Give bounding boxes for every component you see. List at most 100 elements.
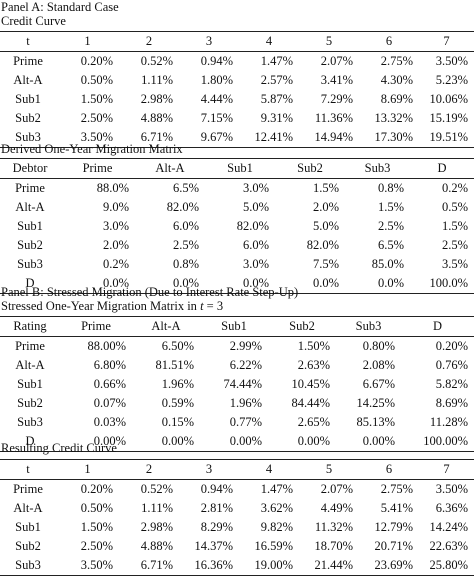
table-cell: 2.75%	[380, 482, 413, 496]
table-row: Sub3 0.03% 0.15% 0.77% 2.65% 85.13% 11.28%	[0, 413, 474, 432]
table-cell: 1.47%	[260, 482, 293, 496]
table-cell: 4.30%	[380, 73, 413, 87]
row-label: Alt-A	[13, 73, 43, 87]
table-cell: 5.41%	[380, 501, 413, 515]
table-cell: 5.0%	[242, 200, 269, 214]
table-cell: 4.49%	[320, 501, 353, 515]
table-cell: 6.71%	[119, 556, 179, 576]
row-label: Sub2	[17, 396, 43, 410]
column-header: 6	[359, 31, 419, 52]
table-cell: 3.50%	[56, 556, 119, 576]
table-cell: 0.8%	[172, 257, 199, 271]
row-label: Sub3	[17, 257, 43, 271]
table-cell: 2.08%	[362, 358, 395, 372]
row-label: D	[0, 274, 60, 294]
table-cell: 3.50%	[56, 128, 119, 148]
table-cell: 8.69%	[435, 396, 468, 410]
table-cell: 7.29%	[320, 92, 353, 106]
table-cell: 0.5%	[441, 200, 468, 214]
table-cell: 6.50%	[161, 339, 194, 353]
table-cell: 4.88%	[140, 111, 173, 125]
column-header: 2	[119, 459, 179, 480]
row-label: Sub3	[0, 128, 56, 148]
credit-curve-table: t 1 2 3 4 5 6 7 Prime 0.20% 0.52% 0.94% 1.47% 2.07% 2.…	[0, 31, 474, 148]
table-row: Alt-A 0.50% 1.11% 2.81% 3.62% 4.49% 5.41% 6.36%	[0, 499, 474, 518]
row-label: Sub3	[17, 415, 43, 429]
table-cell: 1.5%	[377, 200, 404, 214]
table-cell: 11.28%	[429, 415, 468, 429]
stressed-matrix-table: Rating Prime Alt-A Sub1 Sub2 Sub3 D Prime 88.00%…	[0, 316, 474, 452]
table-row: Sub1 1.50% 2.98% 4.44% 5.87% 7.29% 8.69% 10.06%	[0, 90, 474, 109]
panel-b-subheading: Stressed One-Year Migration Matrix in t …	[1, 299, 223, 313]
table-cell: 10.06%	[429, 92, 468, 106]
table-row: Sub1 3.0% 6.0% 82.0% 5.0% 2.5% 1.5%	[0, 217, 474, 236]
table-row: Prime 88.00% 6.50% 2.99% 1.50% 0.80% 0.20%	[0, 337, 474, 357]
column-header: 1	[56, 31, 119, 52]
table-cell: 2.07%	[320, 54, 353, 68]
column-header: Sub3	[345, 158, 410, 179]
table-cell: 6.80%	[93, 358, 126, 372]
table-cell: 3.0%	[242, 257, 269, 271]
table-cell: 3.41%	[320, 73, 353, 87]
row-header-label: Rating	[0, 316, 60, 337]
table-cell: 1.11%	[141, 501, 173, 515]
table-cell: 1.50%	[80, 92, 113, 106]
row-label: Prime	[13, 482, 43, 496]
table-cell: 82.0%	[166, 200, 199, 214]
column-header: 6	[359, 459, 419, 480]
table-cell: 0.00%	[132, 432, 200, 452]
row-header-label: Debtor	[0, 158, 60, 179]
table-cell: 14.25%	[356, 396, 395, 410]
table-cell: 19.51%	[419, 128, 474, 148]
table-cell: 10.45%	[291, 377, 330, 391]
table-cell: 0.76%	[435, 358, 468, 372]
table-cell: 5.0%	[312, 219, 339, 233]
table-cell: 21.44%	[299, 556, 359, 576]
panel-a-heading: Panel A: Standard Case	[1, 0, 119, 14]
panel-b-subheading-var: t	[200, 299, 204, 313]
table-cell: 2.50%	[80, 539, 113, 553]
table-cell: 6.67%	[362, 377, 395, 391]
table-cell: 15.19%	[429, 111, 468, 125]
table-cell: 9.0%	[102, 200, 129, 214]
table-cell: 0.80%	[362, 339, 395, 353]
panel-a-subheading: Credit Curve	[1, 14, 66, 28]
table-cell: 0.15%	[161, 415, 194, 429]
table-cell: 2.75%	[380, 54, 413, 68]
table-cell: 14.94%	[299, 128, 359, 148]
table-row: Sub2 0.07% 0.59% 1.96% 84.44% 14.25% 8.69%	[0, 394, 474, 413]
table-cell: 1.5%	[312, 181, 339, 195]
column-header: Sub3	[336, 316, 401, 337]
table-cell: 12.41%	[239, 128, 299, 148]
table-cell: 6.5%	[377, 238, 404, 252]
table-cell: 3.50%	[435, 482, 468, 496]
table-cell: 7.15%	[200, 111, 233, 125]
row-label: Sub1	[15, 92, 41, 106]
row-label: Prime	[15, 339, 45, 353]
column-header: Sub1	[205, 158, 275, 179]
column-header: Alt-A	[132, 316, 200, 337]
table-cell: 4.88%	[140, 539, 173, 553]
table-cell: 22.63%	[429, 539, 468, 553]
column-header: Sub1	[200, 316, 268, 337]
row-label: Sub1	[17, 377, 43, 391]
column-header: 1	[56, 459, 119, 480]
row-label: Sub2	[17, 238, 43, 252]
table-cell: 9.31%	[260, 111, 293, 125]
table-cell: 6.36%	[435, 501, 468, 515]
table-cell: 1.50%	[297, 339, 330, 353]
table-cell: 8.69%	[380, 92, 413, 106]
table-cell: 2.5%	[441, 238, 468, 252]
table-cell: 81.51%	[155, 358, 194, 372]
table-cell: 7.5%	[312, 257, 339, 271]
table-cell: 0.00%	[268, 432, 336, 452]
table-cell: 11.32%	[314, 520, 353, 534]
row-label: Sub1	[17, 219, 43, 233]
table-cell: 2.5%	[172, 238, 199, 252]
table-cell: 2.07%	[320, 482, 353, 496]
table-cell: 3.0%	[102, 219, 129, 233]
table-cell: 0.20%	[80, 482, 113, 496]
table-cell: 2.0%	[312, 200, 339, 214]
table-row: Sub3 0.2% 0.8% 3.0% 7.5% 85.0% 3.5%	[0, 255, 474, 274]
resulting-heading: Resulting Credit Curve	[1, 441, 117, 455]
